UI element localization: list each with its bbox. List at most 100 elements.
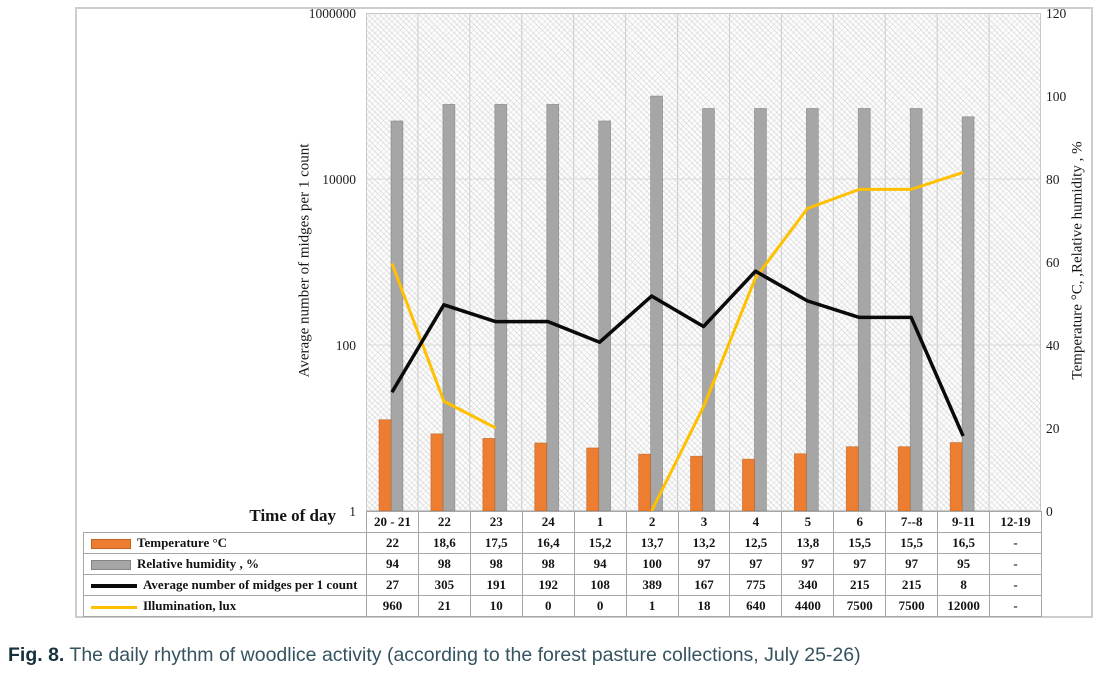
right-axis-tick: 0 [1046, 503, 1053, 519]
row-label-cell: Illumination, lux [83, 595, 367, 617]
table-value-cell: 340 [781, 574, 835, 596]
plot-area [366, 13, 1041, 511]
temperature-bar [845, 446, 859, 511]
row-label-cell: Relative humidity , % [83, 553, 367, 575]
table-value-cell: 167 [677, 574, 731, 596]
table-value-cell: 0 [573, 595, 627, 617]
illumination-line-swatch-icon [91, 605, 137, 609]
table-value-cell: 97 [833, 553, 887, 575]
table-value-cell: 7500 [885, 595, 939, 617]
table-value-cell: 18 [677, 595, 731, 617]
table-value-cell: 98 [417, 553, 471, 575]
illumination-line [390, 262, 497, 430]
category-header-cell: 2 [625, 511, 679, 533]
category-header-cell: 9-11 [937, 511, 991, 533]
table-value-cell: 13,2 [677, 532, 731, 554]
table-value-cell: 191 [469, 574, 523, 596]
row-label-text: Relative humidity , % [137, 556, 260, 571]
table-value-cell: 16,5 [937, 532, 991, 554]
table-value-cell: 100 [625, 553, 679, 575]
figure-caption-text: The daily rhythm of woodlice activity (a… [64, 644, 861, 666]
table-value-cell: 108 [573, 574, 627, 596]
table-row: Relative humidity , % 94 98 98 98 94 100 97 97 97… [83, 553, 1042, 575]
table-row: Illumination, lux 960 21 10 0 0 1 18 640 4400 7500… [83, 595, 1042, 617]
table-value-cell: 97 [781, 553, 835, 575]
table-value-cell: 12,5 [729, 532, 783, 554]
plot-canvas [366, 13, 1041, 511]
illumination-line [650, 171, 964, 511]
left-axis-tick: 1 [349, 503, 356, 519]
table-value-cell: 389 [625, 574, 679, 596]
figure-caption: Fig. 8. The daily rhythm of woodlice act… [8, 644, 861, 667]
table-value-cell: 17,5 [469, 532, 523, 554]
table-value-cell: 960 [366, 595, 419, 617]
table-value-cell: 13,8 [781, 532, 835, 554]
table-value-cell: 1 [625, 595, 679, 617]
table-value-cell: - [989, 553, 1042, 575]
table-row: Average number of midges per 1 count 27 30… [83, 574, 1042, 596]
table-value-cell: 13,7 [625, 532, 679, 554]
table-value-cell: 12000 [937, 595, 991, 617]
table-value-cell: 98 [521, 553, 575, 575]
table-value-cell: 15,2 [573, 532, 627, 554]
humidity-bar [805, 108, 819, 511]
category-header-cell: 6 [833, 511, 887, 533]
table-value-cell: 15,5 [885, 532, 939, 554]
category-header-cell: 3 [677, 511, 731, 533]
table-header-row: 20 - 21 22 23 24 1 2 3 4 5 6 7--8 9-11 12-19 [84, 511, 1042, 533]
category-header-cell: 7--8 [885, 511, 939, 533]
table-value-cell: 775 [729, 574, 783, 596]
temperature-bar [430, 433, 444, 511]
table-value-cell: 7500 [833, 595, 887, 617]
table-value-cell: 94 [573, 553, 627, 575]
temperature-bar [534, 442, 548, 511]
data-table: 20 - 21 22 23 24 1 2 3 4 5 6 7--8 9-11 12-19 Temperat… [83, 511, 1042, 617]
category-header-cell: 24 [521, 511, 575, 533]
row-label-text: Illumination, lux [143, 598, 237, 613]
right-axis-tick: 80 [1046, 171, 1060, 187]
humidity-bar [494, 103, 508, 511]
table-value-cell: 15,5 [833, 532, 887, 554]
left-axis-tick: 100 [335, 337, 356, 353]
right-axis-tick: 40 [1046, 337, 1060, 353]
row-label-text: Temperature °C [137, 535, 228, 550]
category-header-cell: 4 [729, 511, 783, 533]
humidity-bar [702, 108, 715, 511]
table-value-cell: 18,6 [417, 532, 471, 554]
table-value-cell: 305 [417, 574, 471, 596]
humidity-bar [650, 95, 663, 511]
table-value-cell: 97 [885, 553, 939, 575]
right-axis-tick: 120 [1046, 5, 1067, 21]
table-value-cell: 192 [521, 574, 575, 596]
temperature-swatch-icon [91, 539, 131, 550]
table-value-cell: 94 [366, 553, 419, 575]
row-label-cell: Average number of midges per 1 count [83, 574, 367, 596]
figure-caption-label: Fig. 8. [8, 644, 65, 666]
humidity-bar [857, 108, 871, 511]
table-corner-cell [84, 512, 367, 533]
table-value-cell: - [989, 595, 1042, 617]
table-value-cell: 98 [469, 553, 523, 575]
table-value-cell: 16,4 [521, 532, 575, 554]
left-axis-title: Average number of midges per 1 count [296, 143, 313, 378]
humidity-bar [961, 116, 975, 511]
table-value-cell: 8 [937, 574, 991, 596]
temperature-bar [742, 458, 755, 511]
table-value-cell: 0 [521, 595, 575, 617]
humidity-bar [754, 108, 767, 511]
category-header-cell: 23 [469, 511, 523, 533]
left-axis-tick: 10000 [322, 171, 356, 187]
humidity-bar [909, 108, 923, 511]
humidity-swatch-icon [91, 560, 131, 571]
table-value-cell: 4400 [781, 595, 835, 617]
humidity-bar [390, 120, 404, 511]
x-axis-title: Time of day [249, 506, 336, 525]
table-value-cell: 10 [469, 595, 523, 617]
table-value-cell: 215 [885, 574, 939, 596]
temperature-bar [690, 455, 703, 511]
table-value-cell: - [989, 574, 1042, 596]
right-axis-tick: 60 [1046, 254, 1060, 270]
temperature-bar [949, 442, 963, 511]
table-value-cell: 27 [366, 574, 419, 596]
category-header-cell: 22 [417, 511, 471, 533]
